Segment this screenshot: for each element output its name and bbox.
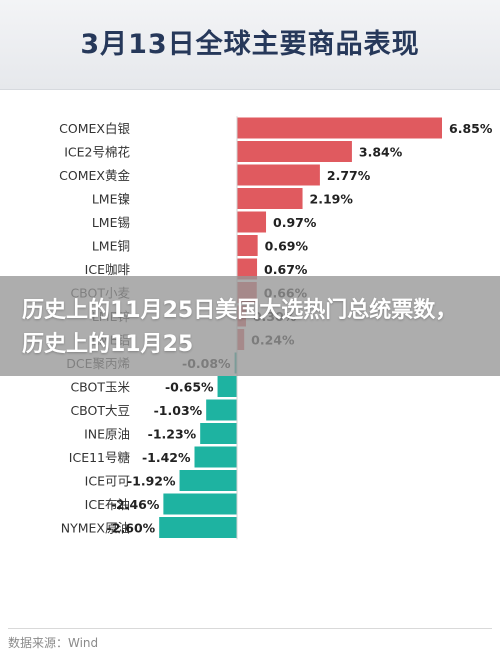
bar-5 [237,211,267,233]
category-label: CBOT玉米 [70,380,130,395]
value-label: 0.69% [265,239,309,254]
footer-divider [8,628,492,629]
category-label: CBOT大豆 [70,403,130,418]
data-source: 数据来源：Wind [8,636,99,650]
value-label: 2.77% [327,168,371,183]
bar-7 [237,258,258,280]
category-label: COMEX白银 [59,121,130,136]
bar-17 [163,493,237,515]
category-label: ICE2号棉花 [64,145,130,160]
chart-title: 3月13日全球主要商品表现 [80,29,420,60]
value-label: 0.97% [273,215,317,230]
value-label: -1.92% [127,474,176,489]
value-label: 2.19% [310,192,354,207]
value-label: -0.65% [165,380,214,395]
category-label: ICE布油 [85,497,130,512]
article-title-banner[interactable]: 历史上的11月25日美国大选热门总统票数，历史上的11月25 [0,276,500,376]
chart-header: 3月13日全球主要商品表现 [0,0,500,90]
value-label: 0.67% [264,262,308,277]
value-label: -1.03% [154,403,203,418]
category-label: LME锡 [92,215,130,230]
category-label: LME镍 [92,192,130,207]
category-label: LME铜 [92,239,130,254]
bar-6 [237,235,258,256]
article-title[interactable]: 历史上的11月25日美国大选热门总统票数，历史上的11月25 [22,298,458,357]
bar-1 [237,117,442,139]
category-label: NYMEX原油 [61,521,130,536]
value-label: -1.42% [142,450,191,465]
category-label: COMEX黄金 [59,168,130,183]
bar-13 [206,399,237,421]
category-label: ICE咖啡 [85,262,131,277]
value-label: -2.46% [111,497,160,512]
value-label: -2.60% [107,521,156,536]
bar-3 [237,164,320,186]
bar-16 [179,470,237,491]
category-label: ICE可可 [85,474,130,489]
bar-15 [194,446,237,468]
bar-18 [159,517,237,538]
bar-12 [217,376,237,397]
value-label: -1.23% [148,427,197,442]
value-label: 3.84% [359,145,403,160]
category-label: ICE11号糖 [69,450,131,465]
bar-14 [200,423,237,444]
bar-2 [237,141,352,162]
value-label: 6.85% [449,121,493,136]
category-label: INE原油 [84,427,130,442]
bar-4 [237,188,303,209]
